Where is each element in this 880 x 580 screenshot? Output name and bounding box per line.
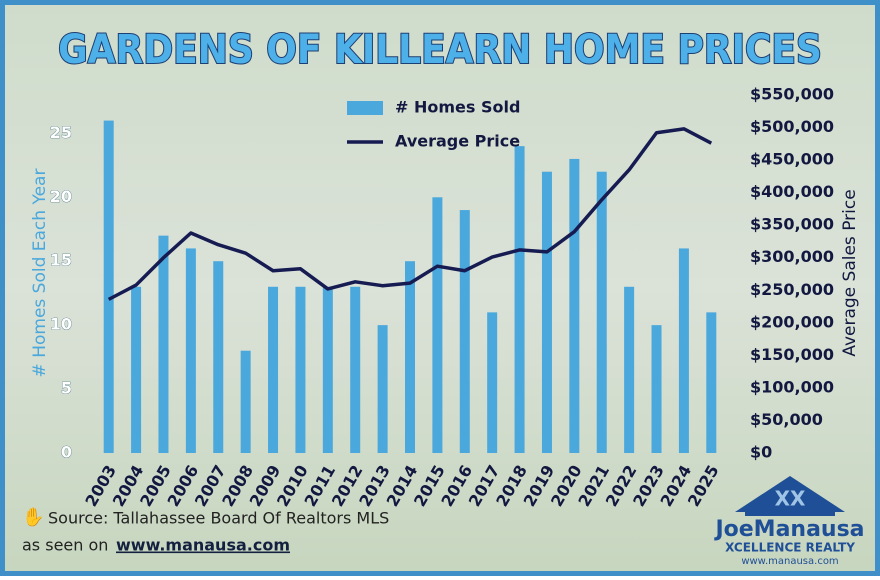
bar <box>651 325 662 453</box>
y2-tick-label: $100,000 <box>750 377 834 396</box>
y-tick-label: 10 <box>50 315 72 334</box>
source: Source: Tallahassee Board Of Realtors ML… <box>48 509 389 528</box>
bar <box>541 171 552 453</box>
bar <box>706 312 717 453</box>
y-tick-label: 15 <box>50 251 72 270</box>
bar <box>514 146 525 453</box>
bar <box>240 350 251 453</box>
logo-roof <box>735 476 845 516</box>
logo-tagline: XCELLENCE REALTY <box>725 541 855 555</box>
bar <box>295 286 306 453</box>
bar <box>624 286 635 453</box>
y-tick-label: 25 <box>50 123 72 142</box>
bar <box>459 210 470 453</box>
logo: XX JoeManausa XCELLENCE REALTY www.manau… <box>713 476 865 567</box>
bar <box>405 261 415 453</box>
y-tick-label: 5 <box>61 379 72 398</box>
price-line <box>107 127 713 301</box>
hand-icon: ✋ <box>22 506 44 528</box>
bar <box>432 197 443 453</box>
y2-axis-label: Average Sales Price <box>840 189 860 356</box>
bar <box>268 286 279 453</box>
logo-url: www.manausa.com <box>741 556 838 567</box>
y2-tick-label: $300,000 <box>750 247 834 266</box>
legend-label: Average Price <box>395 132 520 151</box>
bar <box>377 325 388 453</box>
y2-tick-label: $500,000 <box>750 117 834 136</box>
y2-tick-label: $350,000 <box>750 215 834 234</box>
legend-swatch <box>347 101 383 115</box>
y2-tick-label: $50,000 <box>750 410 823 429</box>
legend-label: # Homes Sold <box>395 98 520 117</box>
seen-on: as seen on <box>22 536 108 555</box>
logo-name: JoeManausa <box>713 517 864 542</box>
bar <box>131 286 142 453</box>
y2-tick-label: $450,000 <box>750 150 834 169</box>
y2-tick-label: $400,000 <box>750 182 834 201</box>
y2-tick-label: $0 <box>750 443 772 462</box>
y2-tick-label: $550,000 <box>750 85 834 104</box>
bar <box>103 120 114 454</box>
url-link[interactable]: www.manausa.com <box>116 536 290 555</box>
bar <box>487 312 498 453</box>
bar <box>678 248 689 453</box>
chart-title: GARDENS OF KILLEARN HOME PRICES <box>58 27 822 73</box>
y2-tick-label: $200,000 <box>750 312 834 331</box>
y-tick-label: 0 <box>61 443 72 462</box>
y-tick-label: 20 <box>50 187 72 206</box>
bar <box>213 261 224 453</box>
logo-mark: XX <box>775 487 806 511</box>
bar <box>569 158 580 453</box>
y2-tick-label: $250,000 <box>750 280 834 299</box>
bar <box>185 248 196 453</box>
y-axis-label: # Homes Sold Each Year <box>30 169 50 378</box>
bar <box>158 235 169 453</box>
bar <box>322 286 333 453</box>
y2-tick-label: $150,000 <box>750 345 834 364</box>
bar <box>596 171 607 453</box>
bar <box>350 286 361 453</box>
